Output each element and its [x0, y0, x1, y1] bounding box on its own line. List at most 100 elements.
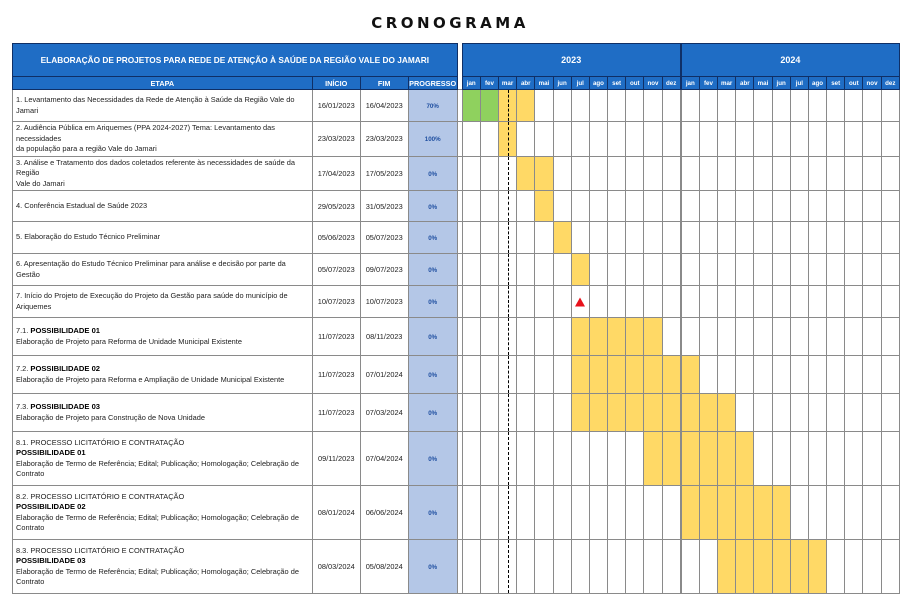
milestone-cell: [570, 285, 590, 318]
month-cell: [880, 89, 900, 122]
month-cell: [698, 221, 719, 254]
month-cell: [516, 485, 536, 540]
gantt-bar-cell: [625, 393, 645, 432]
month-cell: [552, 253, 572, 286]
col-fim: FIM: [359, 76, 409, 90]
month-cell: [570, 431, 590, 486]
progress-cell: 0%: [407, 285, 458, 318]
month-cell: [461, 431, 481, 486]
task-description: Vale do Jamari: [16, 178, 65, 188]
gantt-bar-cell: [643, 393, 663, 432]
month-cell: [880, 121, 900, 157]
month-cell: [461, 285, 481, 318]
month-cell: [497, 253, 518, 286]
month-cell: [862, 285, 882, 318]
month-cell: [753, 253, 773, 286]
gantt-bar-cell: [588, 355, 609, 394]
month-cell: [607, 485, 627, 540]
month-cell: [807, 393, 828, 432]
month-cell: [862, 317, 882, 356]
month-cell: [735, 285, 755, 318]
month-cell: [479, 485, 500, 540]
month-cell: [680, 253, 700, 286]
month-cell: [534, 355, 554, 394]
task-name: 8.1. PROCESSO LICITATÓRIO E CONTRATAÇÃO P…: [12, 431, 313, 486]
task-row: 2. Audiência Pública em Ariquemes (PPA 2…: [12, 121, 900, 157]
end-date: 09/07/2023: [359, 253, 409, 286]
month-cell: [753, 355, 773, 394]
month-cell: [807, 190, 828, 222]
task-name: 6. Apresentação do Estudo Técnico Prelim…: [12, 253, 313, 286]
progress-cell: 0%: [407, 355, 458, 394]
progress-value: 0%: [428, 372, 438, 379]
progress-value: 0%: [428, 456, 438, 463]
month-cell: [717, 285, 737, 318]
month-cell: [717, 221, 737, 254]
gantt-bar-cell: [680, 485, 700, 540]
month-cell: [826, 121, 846, 157]
month-cell: [516, 393, 536, 432]
task-name: 4. Conferência Estadual de Saúde 2023: [12, 190, 313, 222]
month-cell: [826, 89, 846, 122]
month-2023-abr: abr: [516, 76, 536, 90]
month-cell: [753, 317, 773, 356]
gantt-bar-cell: [771, 485, 791, 540]
progress-value: 0%: [428, 203, 438, 211]
month-cell: [625, 190, 645, 222]
month-cell: [862, 121, 882, 157]
month-cell: [588, 485, 609, 540]
month-cell: [552, 539, 572, 594]
progress-value: 70%: [426, 103, 439, 110]
end-date: 31/05/2023: [359, 190, 409, 222]
col-etapa: ETAPA: [12, 76, 313, 90]
month-cell: [534, 121, 554, 157]
task-description: Contrato: [16, 469, 45, 478]
month-cell: [807, 285, 828, 318]
end-date: 23/03/2023: [359, 121, 409, 157]
gantt-bar-cell: [735, 431, 755, 486]
month-2024-nov: nov: [862, 76, 882, 90]
gantt-bar-cell: [735, 539, 755, 594]
month-cell: [844, 393, 864, 432]
gantt-bar-cell: [497, 121, 518, 157]
task-row: 3. Análise e Tratamento dos dados coleta…: [12, 155, 900, 191]
month-cell: [461, 317, 481, 356]
gantt-bar-cell: [698, 431, 719, 486]
month-cell: [844, 121, 864, 157]
month-cell: [771, 317, 791, 356]
month-cell: [607, 190, 627, 222]
month-cell: [516, 221, 536, 254]
month-cell: [552, 431, 572, 486]
month-2024-dez: dez: [880, 76, 900, 90]
month-cell: [862, 155, 882, 191]
month-cell: [735, 253, 755, 286]
task-row: 7.2. POSSIBILIDADE 02 Elaboração de Proje…: [12, 355, 900, 394]
progress-cell: 0%: [407, 317, 458, 356]
end-date: 08/11/2023: [359, 317, 409, 356]
task-name: 3. Análise e Tratamento dos dados coleta…: [12, 155, 313, 191]
month-cell: [807, 485, 828, 540]
month-cell: [880, 221, 900, 254]
gantt-bar-cell: [588, 393, 609, 432]
possibility-label: POSSIBILIDADE 01: [30, 326, 101, 335]
month-cell: [607, 253, 627, 286]
gantt-bar-cell: [516, 155, 536, 191]
task-name: 5. Elaboração do Estudo Técnico Prelimin…: [12, 221, 313, 254]
month-cell: [661, 285, 681, 318]
month-cell: [516, 190, 536, 222]
task-description: 1. Levantamento das Necessidades da Rede…: [16, 95, 295, 115]
month-cell: [862, 190, 882, 222]
month-2024-fev: fev: [698, 76, 719, 90]
progress-value: 0%: [428, 267, 438, 274]
task-name: 1. Levantamento das Necessidades da Rede…: [12, 89, 313, 122]
gantt-bar-cell: [570, 253, 590, 286]
month-cell: [661, 485, 681, 540]
gantt-bar-cell: [735, 485, 755, 540]
start-date: 05/07/2023: [311, 253, 361, 286]
month-cell: [753, 285, 773, 318]
month-cell: [552, 355, 572, 394]
task-description: Elaboração de Projeto para Reforma e Amp…: [16, 374, 285, 384]
month-cell: [516, 253, 536, 286]
month-cell: [461, 355, 481, 394]
progress-cell: 0%: [407, 190, 458, 222]
